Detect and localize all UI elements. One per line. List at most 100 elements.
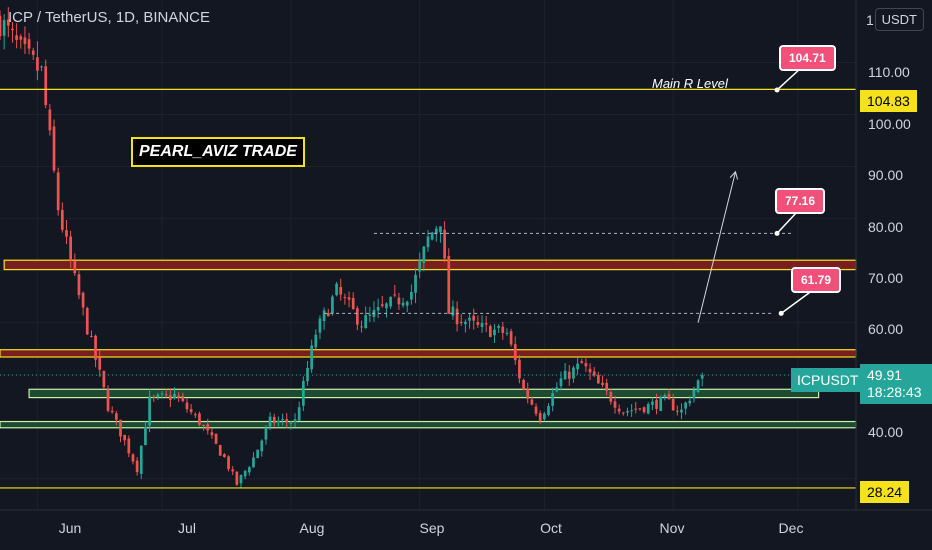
candle-body xyxy=(127,438,131,454)
candle-body xyxy=(2,20,6,36)
candle-body xyxy=(626,411,629,413)
candle-body xyxy=(198,413,201,425)
time-tick: Nov xyxy=(659,520,685,536)
candle-body xyxy=(410,291,413,300)
candle-body xyxy=(663,395,667,397)
candle-body xyxy=(509,331,513,345)
candle-body xyxy=(85,308,89,335)
candle-body xyxy=(27,39,31,49)
candle-body xyxy=(0,15,2,37)
candle-body xyxy=(189,409,193,413)
candle-body xyxy=(335,283,338,296)
candle-body xyxy=(605,382,609,391)
current-price: 49.91 xyxy=(867,367,903,383)
currency-selector[interactable]: USDT xyxy=(874,8,924,31)
candle-body xyxy=(484,323,488,325)
candle-body xyxy=(601,382,604,385)
candle-body xyxy=(281,419,284,421)
candle-body xyxy=(81,292,85,308)
candle-body xyxy=(405,301,409,306)
symbol-label: ICPUSDT xyxy=(791,368,865,392)
candle-body xyxy=(634,408,638,410)
candle-body xyxy=(177,395,181,399)
support-resistance-zones xyxy=(0,259,857,429)
candle-body xyxy=(69,236,72,261)
candle-body xyxy=(185,402,189,410)
candle-body xyxy=(231,469,235,472)
candle-body xyxy=(102,370,106,388)
candle-body xyxy=(439,226,442,233)
candle-body xyxy=(272,416,276,424)
candle-body xyxy=(90,335,93,337)
candle-body xyxy=(609,392,613,402)
candle-body xyxy=(642,407,646,413)
price-tick: 90.00 xyxy=(868,167,904,183)
candle-body xyxy=(314,334,318,348)
candle-body xyxy=(551,393,555,406)
candle-body xyxy=(518,359,521,379)
bar-countdown: 18:28:43 xyxy=(867,384,922,400)
candle-body xyxy=(526,388,530,399)
candle-body xyxy=(559,378,563,387)
candle-body xyxy=(468,317,471,321)
candle-body xyxy=(243,470,247,477)
candle-body xyxy=(368,314,372,316)
candle-body xyxy=(530,399,534,405)
candle-body xyxy=(472,315,476,321)
candle-body xyxy=(285,419,289,423)
candle-body xyxy=(592,371,596,376)
candle-body xyxy=(36,57,39,71)
main-r-level-label: Main R Level xyxy=(652,76,728,91)
chart-title[interactable]: ICP / TetherUS, 1D, BINANCE xyxy=(8,9,211,26)
candle-body xyxy=(94,335,97,360)
candle-body xyxy=(597,375,600,384)
candle-body xyxy=(139,445,143,474)
candle-body xyxy=(106,389,110,411)
projection-arrowhead xyxy=(729,170,739,180)
callout-pointer xyxy=(780,289,814,314)
candle-body xyxy=(223,454,226,458)
candle-body xyxy=(351,298,355,309)
candle-body xyxy=(443,229,446,259)
candle-body xyxy=(680,409,683,413)
candle-body xyxy=(422,246,426,263)
candle-body xyxy=(6,19,10,26)
candle-body xyxy=(310,345,314,370)
candle-body xyxy=(480,323,484,327)
candle-body xyxy=(360,326,363,328)
candle-body xyxy=(414,274,417,293)
candle-body xyxy=(164,394,168,396)
candle-body xyxy=(148,396,151,426)
candle-body xyxy=(567,371,571,379)
price-tick: 70.00 xyxy=(868,270,904,286)
callout-pointer xyxy=(776,67,802,91)
candle-body xyxy=(60,209,64,230)
candle-body xyxy=(451,306,455,316)
candle-body xyxy=(289,423,293,425)
candle-body xyxy=(522,380,525,390)
candle-body xyxy=(397,297,401,305)
candle-body xyxy=(48,109,52,131)
time-tick: Jul xyxy=(178,520,196,536)
candle-body xyxy=(513,344,517,361)
currency-prefix: 1 xyxy=(866,12,874,28)
candle-body xyxy=(247,467,251,473)
candle-body xyxy=(364,315,368,329)
candle-body xyxy=(675,410,679,412)
candle-body xyxy=(380,304,384,306)
candle-body xyxy=(493,329,496,336)
zone-red xyxy=(0,349,857,358)
candle-body xyxy=(613,401,617,408)
level-badge-main-r: 104.83 xyxy=(860,90,917,112)
time-tick: Dec xyxy=(778,520,804,536)
candle-body xyxy=(426,236,430,248)
candle-body xyxy=(114,413,118,420)
candle-body xyxy=(202,424,205,426)
candle-body xyxy=(210,432,214,436)
candle-body xyxy=(306,367,309,382)
candle-body xyxy=(455,308,459,325)
candle-body xyxy=(331,296,334,314)
callout-pointer xyxy=(776,211,798,234)
candle-body xyxy=(505,332,509,334)
